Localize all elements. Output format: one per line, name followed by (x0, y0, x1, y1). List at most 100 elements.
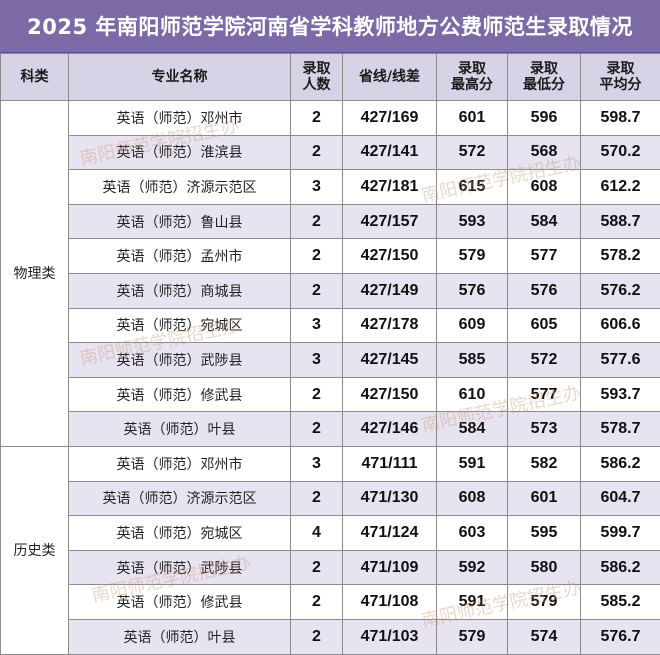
cell-line: 471/109 (343, 550, 437, 585)
header-min-line1: 录取 (530, 61, 558, 77)
cell-max: 593 (437, 204, 508, 239)
cell-max: 576 (437, 273, 508, 308)
cell-line: 427/150 (343, 239, 437, 274)
cell-max: 591 (437, 446, 508, 481)
cell-min: 579 (508, 585, 581, 620)
cell-major: 英语（师范）邓州市 (69, 446, 291, 481)
cell-avg: 612.2 (581, 170, 660, 205)
cell-major: 英语（师范）淮滨县 (69, 135, 291, 170)
cell-avg: 598.7 (581, 101, 660, 136)
cell-category: 物理类 (1, 101, 69, 447)
cell-min: 573 (508, 412, 581, 447)
cell-admitted: 2 (291, 273, 343, 308)
cell-max: 608 (437, 481, 508, 516)
cell-min: 574 (508, 619, 581, 654)
cell-min: 595 (508, 516, 581, 551)
header-major: 专业名称 (69, 54, 291, 101)
cell-admitted: 2 (291, 204, 343, 239)
cell-avg: 570.2 (581, 135, 660, 170)
cell-avg: 599.7 (581, 516, 660, 551)
cell-major: 英语（师范）宛城区 (69, 308, 291, 343)
cell-major: 英语（师范）叶县 (69, 412, 291, 447)
cell-avg: 578.7 (581, 412, 660, 447)
cell-avg: 604.7 (581, 481, 660, 516)
cell-min: 596 (508, 101, 581, 136)
cell-avg: 576.7 (581, 619, 660, 654)
cell-avg: 586.2 (581, 550, 660, 585)
cell-category: 历史类 (1, 446, 69, 654)
header-max-line2: 最高分 (451, 77, 493, 93)
cell-line: 427/141 (343, 135, 437, 170)
cell-max: 584 (437, 412, 508, 447)
cell-line: 471/111 (343, 446, 437, 481)
cell-max: 579 (437, 239, 508, 274)
cell-max: 603 (437, 516, 508, 551)
header-avg-line2: 平均分 (600, 77, 642, 93)
cell-min: 605 (508, 308, 581, 343)
header-min-line2: 最低分 (523, 77, 565, 93)
cell-line: 471/108 (343, 585, 437, 620)
cell-major: 英语（师范）邓州市 (69, 101, 291, 136)
cell-min: 601 (508, 481, 581, 516)
cell-major: 英语（师范）商城县 (69, 273, 291, 308)
cell-admitted: 2 (291, 101, 343, 136)
cell-admitted: 3 (291, 446, 343, 481)
header-max: 录取最高分 (437, 54, 508, 101)
cell-min: 582 (508, 446, 581, 481)
cell-avg: 577.6 (581, 343, 660, 378)
cell-avg: 606.6 (581, 308, 660, 343)
cell-max: 585 (437, 343, 508, 378)
cell-line: 471/103 (343, 619, 437, 654)
cell-admitted: 2 (291, 585, 343, 620)
cell-min: 568 (508, 135, 581, 170)
cell-line: 471/130 (343, 481, 437, 516)
cell-max: 615 (437, 170, 508, 205)
cell-line: 427/178 (343, 308, 437, 343)
cell-line: 427/146 (343, 412, 437, 447)
cell-line: 427/157 (343, 204, 437, 239)
header-min: 录取最低分 (508, 54, 581, 101)
cell-admitted: 4 (291, 516, 343, 551)
cell-major: 英语（师范）济源示范区 (69, 170, 291, 205)
header-admitted-line2: 人数 (303, 77, 331, 93)
cell-line: 427/150 (343, 377, 437, 412)
cell-max: 579 (437, 619, 508, 654)
cell-admitted: 3 (291, 170, 343, 205)
header-category: 科类 (1, 54, 69, 101)
cell-max: 572 (437, 135, 508, 170)
admission-table: 科类 专业名称 录取人数 省线/线差 录取最高分 录取最低分 录取平均分 物理类… (0, 53, 660, 655)
cell-max: 592 (437, 550, 508, 585)
header-line: 省线/线差 (343, 54, 437, 101)
header-row: 科类 专业名称 录取人数 省线/线差 录取最高分 录取最低分 录取平均分 (1, 54, 660, 101)
cell-min: 572 (508, 343, 581, 378)
cell-major: 英语（师范）修武县 (69, 585, 291, 620)
cell-avg: 586.2 (581, 446, 660, 481)
cell-min: 577 (508, 377, 581, 412)
cell-max: 591 (437, 585, 508, 620)
cell-major: 英语（师范）鲁山县 (69, 204, 291, 239)
cell-admitted: 2 (291, 481, 343, 516)
cell-avg: 576.2 (581, 273, 660, 308)
cell-major: 英语（师范）修武县 (69, 377, 291, 412)
header-avg: 录取平均分 (581, 54, 660, 101)
cell-admitted: 2 (291, 619, 343, 654)
page-title: 2025 年南阳师范学院河南省学科教师地方公费师范生录取情况 (0, 0, 660, 53)
cell-min: 577 (508, 239, 581, 274)
cell-avg: 585.2 (581, 585, 660, 620)
cell-max: 610 (437, 377, 508, 412)
cell-min: 608 (508, 170, 581, 205)
cell-admitted: 2 (291, 239, 343, 274)
